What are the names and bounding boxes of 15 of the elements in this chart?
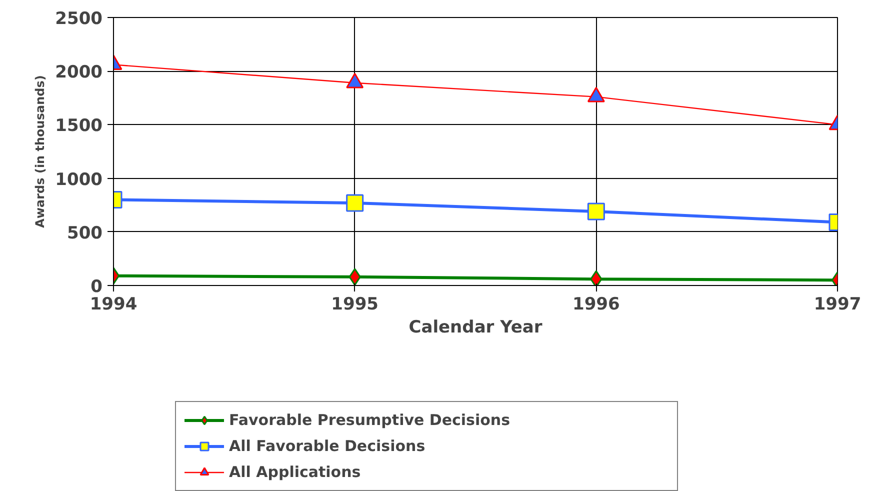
y-tick-label: 0 <box>90 277 103 297</box>
legend-label: All Favorable Decisions <box>229 437 426 455</box>
y-tick-label: 1500 <box>55 116 103 136</box>
legend-label: Favorable Presumptive Decisions <box>229 411 512 429</box>
y-tick-label: 500 <box>67 223 103 244</box>
x-tick-label: 1995 <box>331 294 379 314</box>
y-tick-label: 2500 <box>55 9 103 29</box>
x-tick-label: 1994 <box>90 294 138 314</box>
y-tick-label: 1000 <box>55 170 103 190</box>
legend-label: All Applications <box>229 463 362 481</box>
y-tick-label: 2000 <box>55 62 103 83</box>
x-axis-title: Calendar Year <box>408 318 543 338</box>
x-tick-label: 1996 <box>572 294 620 314</box>
y-axis-title: Awards (in thousands) <box>33 75 48 228</box>
x-tick-label: 1997 <box>814 294 862 314</box>
